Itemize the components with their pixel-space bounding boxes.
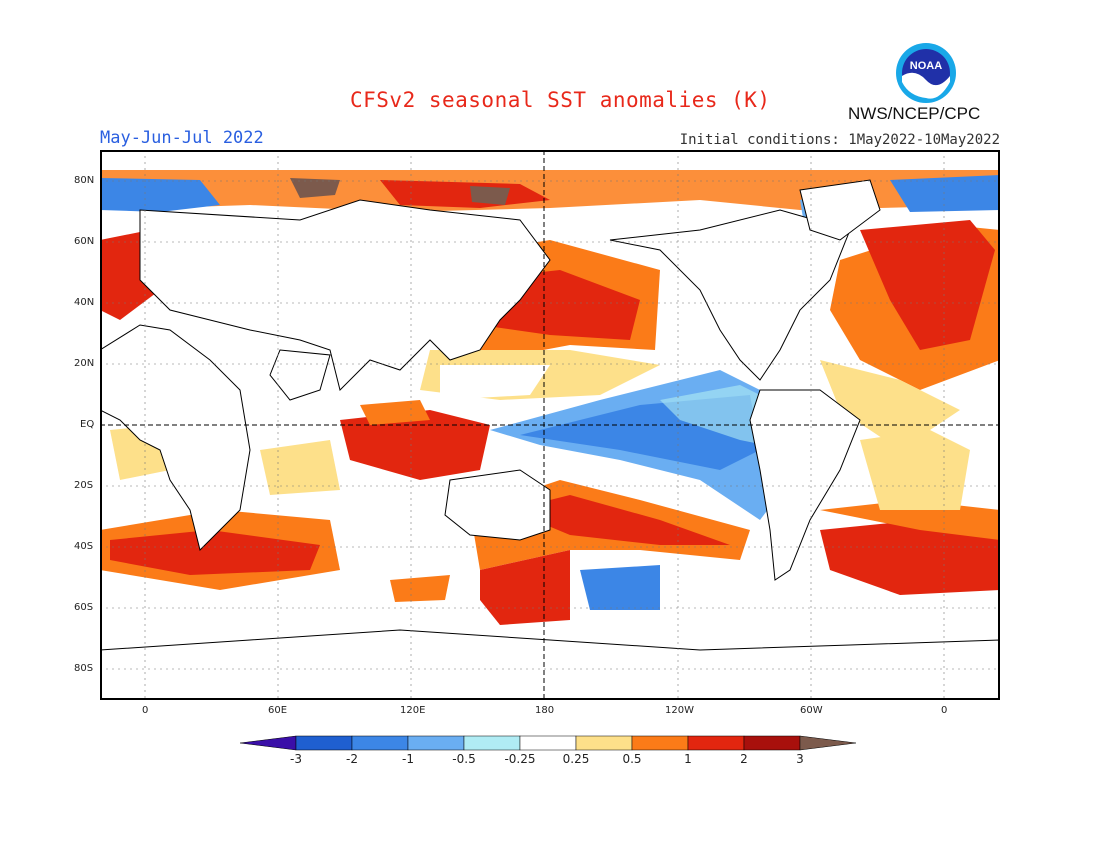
colorbar-tick-label: 0.25: [562, 752, 590, 766]
lat-label: EQ: [80, 419, 95, 430]
map-canvas: [100, 150, 1000, 700]
noaa-logo: NOAA: [896, 43, 956, 103]
lat-label: 20S: [74, 480, 94, 491]
colorbar-tick-label: -1: [402, 752, 414, 766]
forecast-period: May-Jun-Jul 2022: [100, 128, 264, 148]
colorbar-segment: [743, 735, 801, 751]
logo-text: NOAA: [910, 60, 942, 72]
coastlines: [100, 179, 1000, 700]
lon-label: 120E: [400, 705, 426, 716]
lon-label: 0: [941, 705, 948, 716]
colorbar-segment: [351, 735, 409, 751]
colorbar-segment: [575, 735, 633, 751]
lat-label: 80N: [74, 175, 95, 186]
colorbar-segment: [687, 735, 745, 751]
lat-label: 60N: [74, 236, 95, 247]
colorbar-tick-label: 2: [740, 752, 748, 766]
south-america-landmass: [749, 389, 861, 581]
map-frame: [100, 150, 1000, 700]
colorbar-tick-label: -2: [346, 752, 358, 766]
lon-label: 60W: [800, 705, 823, 716]
antarctica-landmass: [100, 629, 1000, 700]
lon-label: 0: [142, 705, 149, 716]
lat-label: 20N: [74, 358, 95, 369]
colorbar-tick-label: -3: [290, 752, 302, 766]
africa-landmass: [100, 324, 251, 551]
lon-label: 120W: [665, 705, 694, 716]
australia-landmass: [444, 469, 551, 541]
lat-label: 40N: [74, 297, 95, 308]
colorbar-segment: [519, 735, 577, 751]
lat-label: 40S: [74, 541, 94, 552]
lon-label: 180: [535, 705, 555, 716]
colorbar-tick-label: -0.5: [452, 752, 476, 766]
grid-lines: [100, 150, 1000, 700]
colorbar-segment: [463, 735, 521, 751]
colorbar-segment: [631, 735, 689, 751]
anomaly-fields: [100, 170, 1000, 625]
colorbar-tick-label: -0.25: [504, 752, 536, 766]
greenland-landmass: [799, 179, 881, 241]
colorbar-low-extend: [240, 735, 297, 751]
colorbar-tick-label: 3: [796, 752, 804, 766]
colorbar-segment: [407, 735, 465, 751]
lat-label: 60S: [74, 602, 94, 613]
colorbar-tick-label: 0.5: [622, 752, 642, 766]
sst-anomaly-map: [100, 150, 1000, 700]
lon-label: 60E: [268, 705, 288, 716]
agency-label: NWS/NCEP/CPC: [848, 104, 981, 123]
map-title: CFSv2 seasonal SST anomalies (K): [350, 88, 771, 112]
colorbar: [240, 735, 857, 751]
colorbar-high-extend: [799, 735, 857, 751]
colorbar-segment: [295, 735, 353, 751]
lat-label: 80S: [74, 663, 94, 674]
eurasia-landmass: [139, 199, 551, 391]
north-america-landmass: [609, 209, 851, 381]
colorbar-tick-label: 1: [684, 752, 692, 766]
initial-conditions: Initial conditions: 1May2022-10May2022: [679, 132, 1000, 148]
